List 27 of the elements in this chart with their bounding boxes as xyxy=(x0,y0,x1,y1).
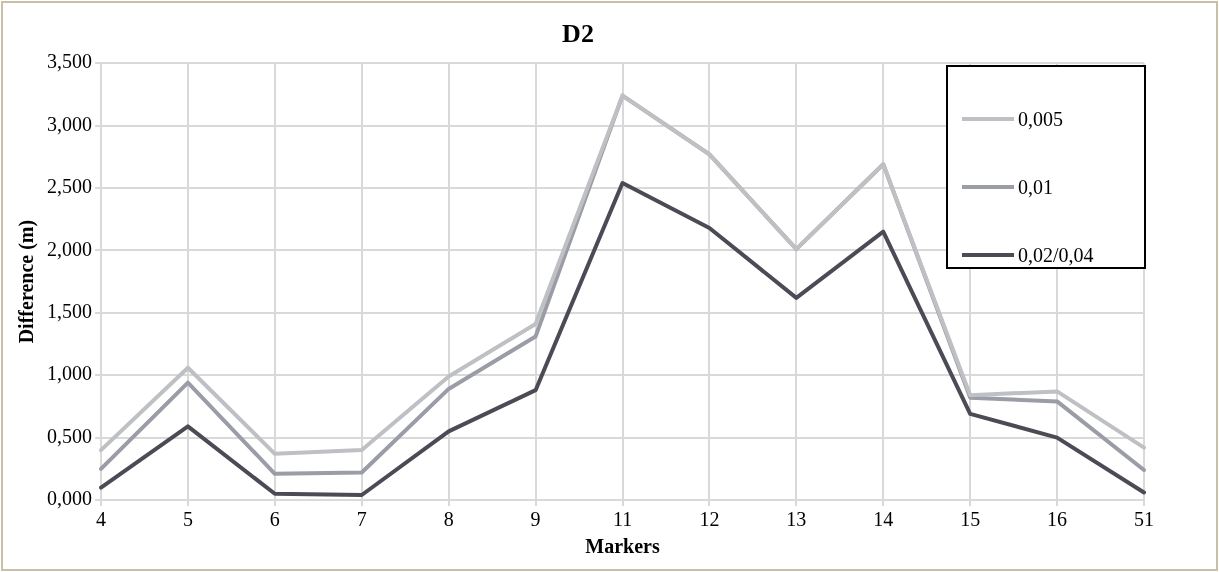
legend-label: 0,01 xyxy=(1018,175,1053,199)
x-tick-label: 4 xyxy=(96,508,106,531)
x-axis-title: Markers xyxy=(585,535,660,558)
x-tick-label: 7 xyxy=(356,508,367,531)
y-tick-label: 2,000 xyxy=(47,237,92,260)
x-tick-label: 9 xyxy=(530,508,541,531)
x-tick-label: 13 xyxy=(786,508,807,531)
x-tick-label: 51 xyxy=(1134,508,1154,531)
y-tick-label: 3,000 xyxy=(47,112,92,135)
x-tick-label: 12 xyxy=(699,508,720,531)
x-tick-label: 16 xyxy=(1047,508,1068,531)
legend-label: 0,02/0,04 xyxy=(1018,243,1094,267)
x-tick-label: 14 xyxy=(873,508,894,531)
y-axis-title: Difference (m) xyxy=(15,219,39,344)
y-tick-label: 3,500 xyxy=(47,50,92,73)
y-tick-label: 1,500 xyxy=(47,300,92,323)
y-tick-label: 1,000 xyxy=(47,362,92,385)
legend-label: 0,005 xyxy=(1018,107,1063,131)
chart-title: D2 xyxy=(562,19,594,49)
x-tick-label: 5 xyxy=(182,508,193,531)
y-tick-label: 0,500 xyxy=(47,424,92,447)
y-tick-label: 0,000 xyxy=(47,487,92,510)
x-tick-label: 15 xyxy=(960,508,981,531)
x-tick-label: 8 xyxy=(443,508,454,531)
y-tick-label: 2,500 xyxy=(47,175,92,198)
x-tick-label: 11 xyxy=(612,508,633,531)
x-tick-label: 6 xyxy=(269,508,280,531)
